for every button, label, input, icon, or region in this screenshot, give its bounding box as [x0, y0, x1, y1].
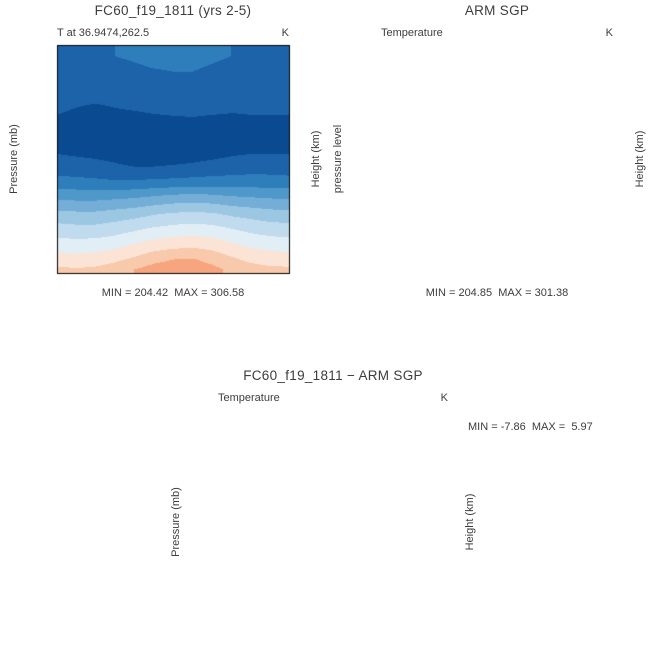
difference-units-label: K	[440, 392, 448, 404]
difference-height-axis-label: Height (km)	[464, 493, 476, 551]
difference-contour-canvas	[0, 360, 648, 662]
model-minmax-text: MIN = 204.42 MAX = 306.58	[101, 287, 245, 299]
difference-plot-subtitle: Temperature	[218, 392, 280, 404]
model-units-label: K	[281, 27, 289, 39]
model-pressure-axis-label: Pressure (mb)	[8, 124, 20, 194]
difference-minmax-text: MIN = -7.86 MAX = 5.97	[468, 421, 593, 433]
model-height-axis-label: Height (km)	[310, 130, 322, 188]
difference-plot-title: FC60_f19_1811 − ARM SGP	[243, 368, 423, 383]
model-plot-title: FC60_f19_1811 (yrs 2-5)	[94, 3, 252, 18]
obs-units-label: K	[605, 27, 613, 39]
obs-pressure-axis-label: pressure level	[332, 124, 344, 194]
obs-plot-subtitle: Temperature	[381, 27, 443, 39]
obs-temperature-contour-canvas	[324, 0, 648, 350]
difference-pressure-axis-label: Pressure (mb)	[170, 487, 182, 557]
obs-height-axis-label: Height (km)	[634, 130, 646, 188]
obs-plot-title: ARM SGP	[464, 3, 530, 18]
obs-minmax-text: MIN = 204.85 MAX = 301.38	[425, 287, 569, 299]
model-temperature-contour-canvas	[0, 0, 324, 350]
model-plot-subtitle: T at 36.9474,262.5	[57, 27, 150, 39]
